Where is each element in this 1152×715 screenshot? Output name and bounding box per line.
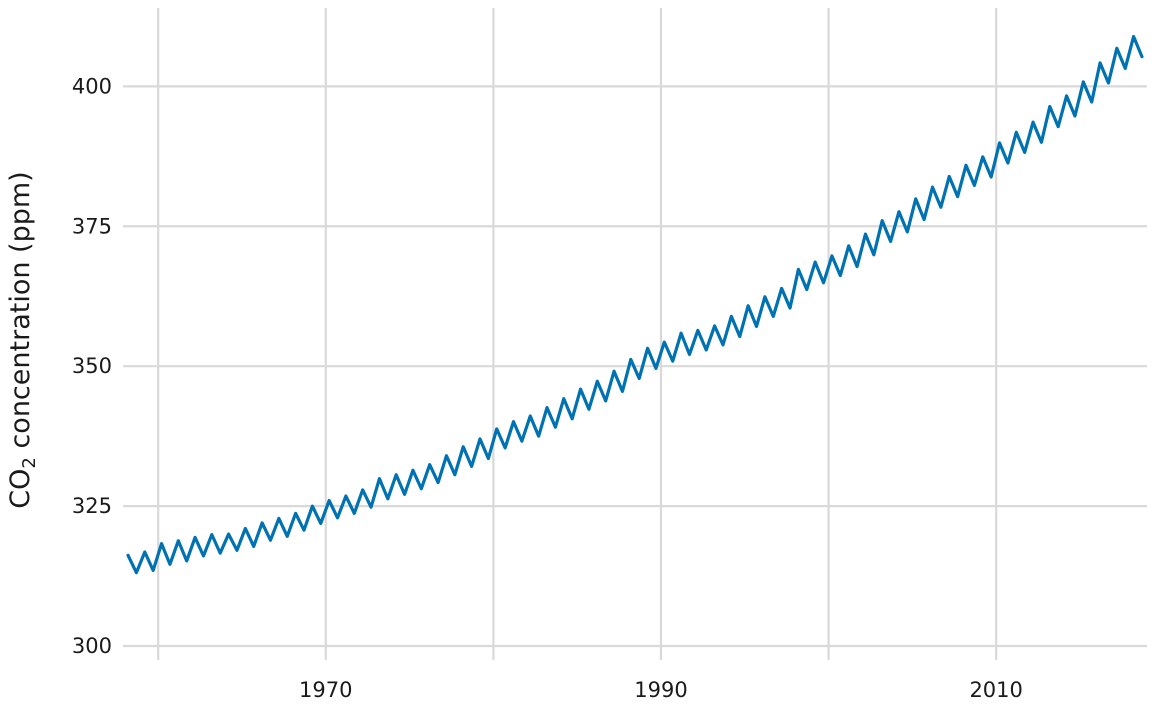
y-tick-label-400: 400 xyxy=(72,74,112,98)
series-layer xyxy=(126,34,1144,575)
y-tick-label-375: 375 xyxy=(72,214,112,238)
y-tick-label-325: 325 xyxy=(72,494,112,518)
y-axis-title-main: CO xyxy=(5,469,36,509)
co2-series-line xyxy=(126,34,1144,575)
y-axis-ticks: 300 325 350 375 400 xyxy=(72,74,112,658)
x-tick-label-2010: 2010 xyxy=(969,678,1022,702)
y-axis-title: CO2 concentration (ppm) xyxy=(5,171,40,508)
x-axis-ticks: 1970 1990 2010 xyxy=(299,678,1023,702)
y-axis-title-subscript: 2 xyxy=(19,457,40,468)
y-tick-label-300: 300 xyxy=(72,634,112,658)
y-tick-label-350: 350 xyxy=(72,354,112,378)
grid-lines xyxy=(123,8,1147,660)
x-tick-label-1970: 1970 xyxy=(299,678,352,702)
x-tick-label-1990: 1990 xyxy=(634,678,687,702)
y-axis-title-rest: concentration (ppm) xyxy=(5,171,36,457)
